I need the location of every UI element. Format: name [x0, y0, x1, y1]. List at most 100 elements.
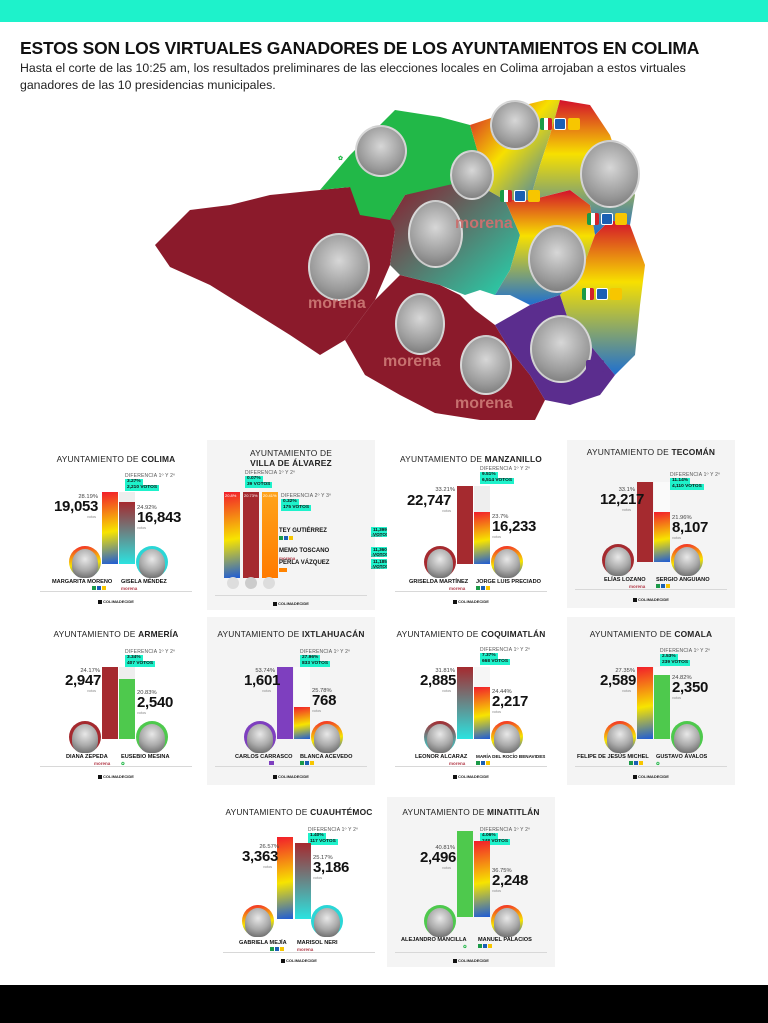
pri-logo-icon: [500, 190, 512, 202]
avatar-candidate-1: [424, 721, 456, 753]
party-morena: morena: [449, 761, 466, 766]
verde-logo-icon: ✿: [656, 761, 660, 766]
party-morena: morena: [94, 761, 111, 766]
bar-label-2: 20.73%: [244, 493, 258, 498]
bar-label-1: 20.8%: [225, 493, 237, 498]
party-morena: morena: [297, 947, 314, 952]
party-logos-coquimatlan: [582, 288, 622, 300]
verde-logo-icon: ✿: [121, 761, 125, 766]
pan-logo-icon: [601, 213, 613, 225]
avatar-candidate-2: [245, 577, 257, 589]
diff23-pct: 0.32%: [281, 499, 299, 505]
diff12-label: DIFERENCIA 1º Y 2º: [245, 470, 296, 476]
pct-candidate-1: 24.17%: [80, 668, 100, 674]
avatar-candidate-2: [491, 905, 523, 937]
bar-frame: [654, 482, 670, 512]
card-tecoman: AYUNTAMIENTO DE TECOMÁN DIFERENCIA 1º Y …: [567, 440, 735, 608]
candidate-name: MEMO TOSCANO: [279, 548, 330, 554]
pes-logo-icon: [269, 761, 274, 765]
pct-candidate-1: 40.81%: [435, 845, 455, 851]
bar-candidate-3: [262, 492, 278, 578]
votos-label: votos: [313, 876, 323, 880]
diff-votes: 248 VOTOS: [480, 839, 511, 845]
avatar-candidate-1: [244, 721, 276, 753]
avatar-candidate-2: [311, 721, 343, 753]
candidate-1-name: FELIPE DE JESÚS MICHEL: [577, 754, 649, 760]
party-logos: [279, 536, 293, 540]
candidate-2-name: BLANCA ACEVEDO: [300, 754, 353, 760]
bar-candidate-1: [637, 667, 653, 739]
votes-candidate-1: 19,053: [54, 498, 99, 515]
votes-candidate-1: 1,601: [244, 672, 281, 689]
candidate-photo-villa: [408, 200, 463, 268]
avatar-candidate-2: [136, 546, 168, 578]
party-logos-cuauhtemoc: [540, 118, 580, 130]
diff12-votes: 39 VOTOS: [245, 482, 273, 488]
diff-votes: 407 VOTOS: [125, 661, 156, 667]
morena-label-tecoman: morena: [455, 395, 513, 412]
avatar-candidate-2: [491, 721, 523, 753]
card-cuauhtemoc: AYUNTAMIENTO DE CUAUHTÉMOC DIFERENCIA 1º…: [215, 797, 383, 965]
candidate-photo-tecoman: [460, 335, 512, 395]
candidate-photo-armeria: [395, 293, 445, 355]
pri-logo-icon: [582, 288, 594, 300]
candidate-photo-minatitlan: [355, 125, 407, 177]
candidate-1-name: MARGARITA MORENO: [52, 579, 113, 585]
bar-candidate-1: [457, 831, 473, 917]
votes-candidate-2: 768: [312, 692, 337, 709]
brand-logo: COLIMADECIDE: [32, 774, 200, 779]
diff-label: DIFERENCIA 1º Y 2º: [670, 472, 721, 478]
brand-logo: COLIMADECIDE: [207, 601, 375, 606]
candidate-1-name: GABRIELA MEJÍA: [239, 940, 287, 946]
candidate-pct: 20.8%: [371, 534, 382, 538]
prd-logo-icon: [528, 190, 540, 202]
votos-label: votos: [492, 535, 502, 539]
verde-logo-icon: ✿: [463, 944, 467, 949]
party-logos: [629, 761, 643, 765]
votes-candidate-1: 2,947: [65, 672, 102, 689]
candidate-photo-ixtlahuacan: [530, 315, 592, 383]
pan-logo-icon: [554, 118, 566, 130]
brand-logo: COLIMADECIDE: [207, 774, 375, 779]
candidate-1-name: DIANA ZEPEDA: [66, 754, 108, 760]
pct-candidate-2: 36.75%: [492, 868, 512, 874]
party-logos: [478, 944, 492, 948]
party-morena: morena: [449, 586, 466, 591]
page-subtitle: Hasta el corte de las 10:25 am, los resu…: [20, 61, 686, 92]
avatar-candidate-1: [227, 577, 239, 589]
verde-logo-icon: ✿: [338, 156, 344, 162]
brand-logo: COLIMADECIDE: [567, 597, 735, 602]
diff-pct: 2.53%: [660, 654, 678, 660]
bar-candidate-2: [243, 492, 259, 578]
avatar-candidate-3: [263, 577, 275, 589]
votos-label: votos: [87, 689, 97, 693]
villa-candidate-1: TEY GUTIÉRREZ 11,399 VOTOS 20.8%: [279, 527, 391, 540]
diff-label: DIFERENCIA 1º Y 2º: [480, 827, 531, 833]
diff23-votes: 175 VOTOS: [281, 505, 312, 511]
card-title: AYUNTAMIENTO DE CUAUHTÉMOC: [225, 807, 373, 817]
bar-candidate-1: [457, 667, 473, 739]
pct-candidate-1: 53.74%: [255, 668, 275, 674]
brand-logo: COLIMADECIDE: [567, 774, 735, 779]
diff-votes: 6,514 VOTOS: [480, 478, 515, 484]
diff-label: DIFERENCIA 1º Y 2º: [125, 649, 176, 655]
avatar-candidate-1: [424, 546, 456, 578]
pct-candidate-2: 24.82%: [672, 675, 692, 681]
votos-label: votos: [492, 710, 502, 714]
avatar-candidate-1: [604, 721, 636, 753]
divider: [575, 766, 727, 767]
party-logos: [270, 947, 284, 951]
bar-candidate-1: [224, 492, 240, 578]
card-ixtlahuacan: AYUNTAMIENTO DE IXTLAHUACÁN DIFERENCIA 1…: [207, 617, 375, 785]
pct-candidate-2: 23.7%: [492, 514, 509, 520]
bar-candidate-1: [277, 837, 293, 919]
divider: [215, 766, 367, 767]
divider: [395, 591, 547, 592]
votes-candidate-2: 2,248: [492, 872, 529, 889]
party-logos: [92, 586, 106, 590]
party-logos: [300, 761, 314, 765]
bar-frame: [654, 667, 670, 675]
bar-candidate-2: [474, 841, 490, 917]
card-minatitlan: AYUNTAMIENTO DE MINATITLÁN DIFERENCIA 1º…: [387, 797, 555, 967]
party-morena: morena: [629, 584, 646, 589]
